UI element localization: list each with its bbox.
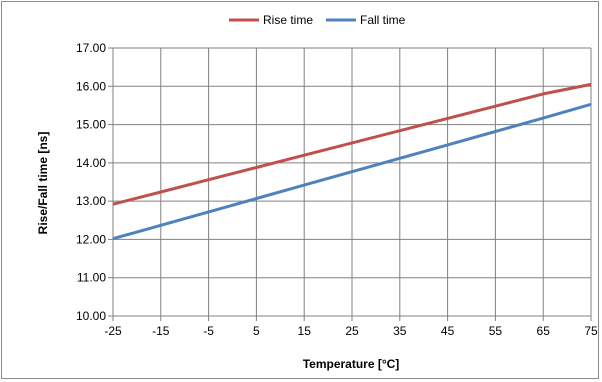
y-tick-label: 10.00 <box>76 309 106 323</box>
x-tick-label: 5 <box>253 324 260 338</box>
x-tick-label: 55 <box>489 324 503 338</box>
x-tick-label: 45 <box>441 324 455 338</box>
x-tick-label: -25 <box>104 324 122 338</box>
y-tick-labels: 10.00 11.00 12.00 13.00 14.00 15.00 16.00 17.00 <box>76 41 106 323</box>
x-tick-label: 15 <box>298 324 312 338</box>
y-tick-label: 13.00 <box>76 194 106 208</box>
x-tick-label: 75 <box>584 324 598 338</box>
grid-lines <box>112 47 592 317</box>
y-tick-label: 17.00 <box>76 41 106 55</box>
legend-label: Fall time <box>360 13 406 27</box>
legend-label: Rise time <box>263 13 313 27</box>
y-tick-label: 15.00 <box>76 118 106 132</box>
x-tick-label: 35 <box>393 324 407 338</box>
series-line-fall-time <box>112 102 592 241</box>
series-lines <box>112 82 592 241</box>
x-axis-title: Temperature [°C] <box>303 357 400 371</box>
y-tick-label: 14.00 <box>76 156 106 170</box>
x-tick-label: 65 <box>537 324 551 338</box>
axes <box>108 47 592 321</box>
x-tick-labels: -25 -15 -5 5 15 25 35 45 55 65 75 <box>104 324 598 338</box>
y-axis-title: Rise/Fall time [ns] <box>36 132 50 235</box>
legend: Rise time Fall time <box>229 13 406 27</box>
x-tick-label: -15 <box>152 324 170 338</box>
y-tick-label: 16.00 <box>76 79 106 93</box>
series-line-rise-time <box>112 82 592 206</box>
x-tick-label: 25 <box>345 324 359 338</box>
y-tick-label: 11.00 <box>77 271 106 285</box>
y-tick-label: 12.00 <box>76 232 106 246</box>
x-tick-label: -5 <box>203 324 214 338</box>
